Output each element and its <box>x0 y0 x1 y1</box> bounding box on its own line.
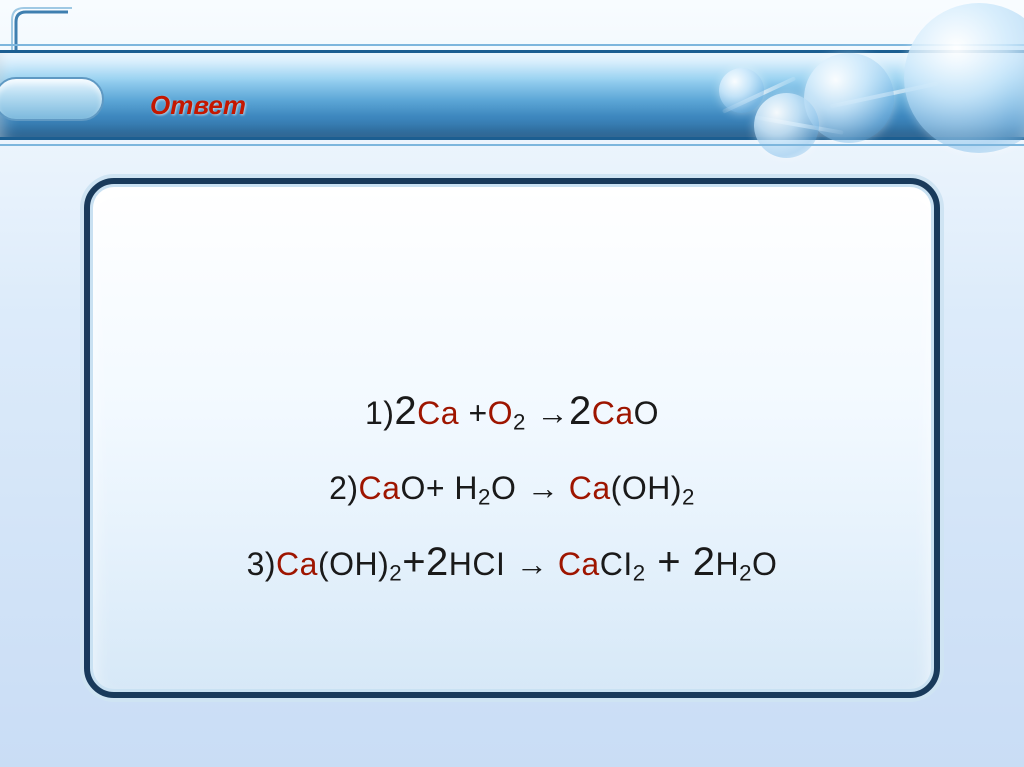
header-lug-decoration <box>0 77 104 121</box>
equation-3: 3)Ca(OH)2+2HCI → CaCI2 + 2H2O <box>247 540 778 587</box>
equation-2: 2)CaO+ H2O → Ca(OH)2 <box>329 466 695 511</box>
molecule-decoration <box>664 33 1024 163</box>
content-panel: 1)2Ca +O2 →2CaO 2)CaO+ H2O → Ca(OH)2 3)Ca(… <box>84 178 940 698</box>
slide-header: Ответ <box>0 50 1024 140</box>
equations-list: 1)2Ca +O2 →2CaO 2)CaO+ H2O → Ca(OH)2 3)Ca(… <box>90 184 934 692</box>
equation-1: 1)2Ca +O2 →2CaO <box>365 389 659 436</box>
slide-title: Ответ <box>150 90 246 120</box>
